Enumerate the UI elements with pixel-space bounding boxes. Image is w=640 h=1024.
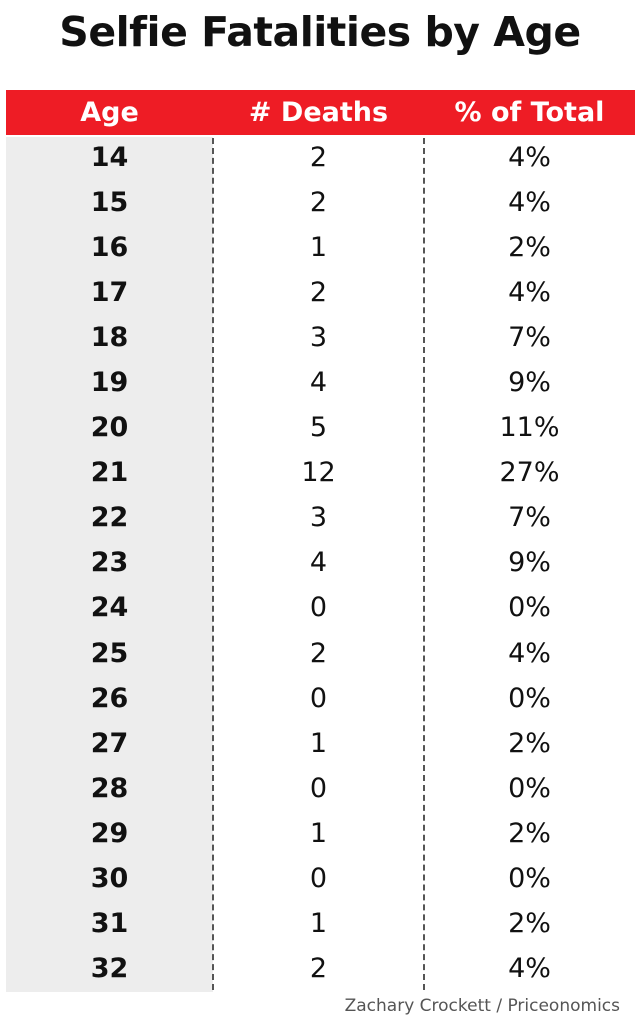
age-cell: 30 — [90, 862, 129, 894]
table-row: 19 4 9% — [6, 360, 635, 405]
table-row: 18 3 7% — [6, 315, 635, 360]
age-cell: 27 — [90, 727, 129, 759]
percent-cell: 11% — [499, 412, 560, 444]
age-cell: 31 — [90, 907, 129, 939]
percent-cell: 9% — [508, 547, 551, 579]
table-row: 30 0 0% — [6, 856, 635, 901]
deaths-cell: 0 — [309, 682, 328, 714]
table-header: Age # Deaths % of Total — [6, 90, 635, 135]
percent-cell: 0% — [508, 772, 551, 804]
table-row: 16 1 2% — [6, 225, 635, 270]
percent-cell: 4% — [508, 142, 551, 174]
percent-cell: 4% — [508, 952, 551, 984]
deaths-cell: 0 — [309, 592, 328, 624]
age-cell: 25 — [90, 637, 129, 669]
deaths-cell: 12 — [301, 457, 336, 489]
age-cell: 23 — [90, 547, 129, 579]
table-row: 21 12 27% — [6, 450, 635, 495]
deaths-cell: 0 — [309, 772, 328, 804]
table-row: 27 1 2% — [6, 721, 635, 766]
age-cell: 22 — [90, 502, 129, 534]
deaths-cell: 2 — [309, 637, 328, 669]
credit: Zachary Crockett / Priceonomics — [344, 996, 620, 1016]
percent-cell: 2% — [508, 727, 551, 759]
table-row: 26 0 0% — [6, 676, 635, 721]
deaths-cell: 5 — [309, 412, 328, 444]
deaths-cell: 4 — [309, 547, 328, 579]
deaths-cell: 3 — [309, 322, 328, 354]
percent-cell: 27% — [499, 457, 560, 489]
table-body: 14 2 4% 15 2 4% 16 1 2% 17 2 4% 18 3 7% 19 4 9% 20 5 11% 21 12… — [6, 135, 635, 991]
age-cell: 20 — [90, 412, 129, 444]
percent-cell: 7% — [508, 502, 551, 534]
age-cell: 21 — [90, 457, 129, 489]
deaths-cell: 3 — [309, 502, 328, 534]
table-row: 23 4 9% — [6, 540, 635, 585]
deaths-cell: 1 — [309, 817, 328, 849]
chart-title: Selfie Fatalities by Age — [59, 8, 581, 56]
table-row: 17 2 4% — [6, 270, 635, 315]
deaths-cell: 1 — [309, 907, 328, 939]
percent-cell: 4% — [508, 277, 551, 309]
deaths-cell: 1 — [309, 727, 328, 759]
table-row: 20 5 11% — [6, 405, 635, 450]
deaths-cell: 2 — [309, 952, 328, 984]
column-divider — [423, 138, 425, 990]
deaths-cell: 2 — [309, 187, 328, 219]
table-row: 24 0 0% — [6, 585, 635, 630]
percent-cell: 0% — [508, 862, 551, 894]
age-column-background — [6, 137, 213, 992]
percent-cell: 7% — [508, 322, 551, 354]
deaths-cell: 4 — [309, 367, 328, 399]
table-row: 29 1 2% — [6, 811, 635, 856]
age-cell: 26 — [90, 682, 129, 714]
column-header-deaths: # Deaths — [248, 97, 389, 128]
age-cell: 15 — [90, 187, 129, 219]
age-cell: 16 — [90, 232, 129, 264]
percent-cell: 0% — [508, 682, 551, 714]
deaths-cell: 2 — [309, 277, 328, 309]
table-row: 22 3 7% — [6, 495, 635, 540]
percent-cell: 4% — [508, 187, 551, 219]
table-row: 25 2 4% — [6, 631, 635, 676]
age-cell: 18 — [90, 322, 129, 354]
deaths-cell: 2 — [309, 142, 328, 174]
table-row: 31 1 2% — [6, 901, 635, 946]
column-header-age: Age — [80, 97, 139, 128]
table-row: 32 2 4% — [6, 946, 635, 991]
percent-cell: 0% — [508, 592, 551, 624]
percent-cell: 2% — [508, 232, 551, 264]
deaths-cell: 1 — [309, 232, 328, 264]
column-header-percent: % of Total — [454, 97, 605, 128]
age-cell: 24 — [90, 592, 129, 624]
column-divider — [212, 138, 214, 990]
age-cell: 29 — [90, 817, 129, 849]
percent-cell: 2% — [508, 907, 551, 939]
age-cell: 19 — [90, 367, 129, 399]
age-cell: 28 — [90, 772, 129, 804]
deaths-cell: 0 — [309, 862, 328, 894]
table-row: 14 2 4% — [6, 135, 635, 180]
age-cell: 14 — [90, 142, 129, 174]
age-cell: 17 — [90, 277, 129, 309]
table-row: 15 2 4% — [6, 180, 635, 225]
percent-cell: 4% — [508, 637, 551, 669]
percent-cell: 2% — [508, 817, 551, 849]
table-row: 28 0 0% — [6, 766, 635, 811]
percent-cell: 9% — [508, 367, 551, 399]
age-cell: 32 — [90, 952, 129, 984]
